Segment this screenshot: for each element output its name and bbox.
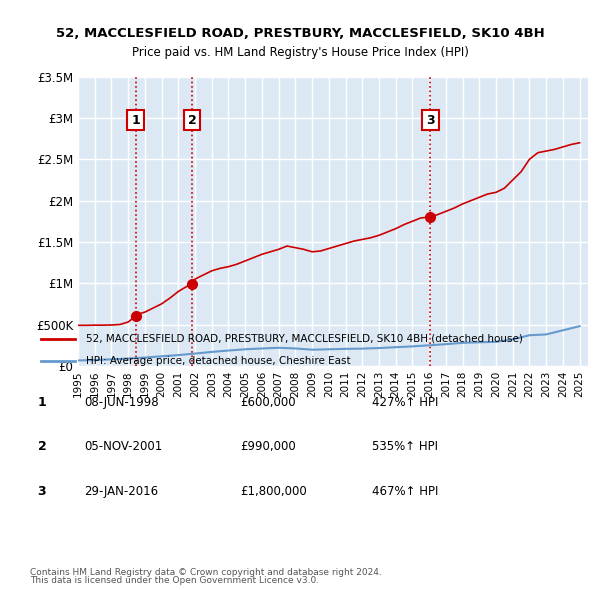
Text: 05-NOV-2001: 05-NOV-2001 <box>84 440 162 454</box>
Text: Contains HM Land Registry data © Crown copyright and database right 2024.: Contains HM Land Registry data © Crown c… <box>30 568 382 577</box>
Text: 52, MACCLESFIELD ROAD, PRESTBURY, MACCLESFIELD, SK10 4BH (detached house): 52, MACCLESFIELD ROAD, PRESTBURY, MACCLE… <box>86 333 523 343</box>
Text: 3: 3 <box>426 113 435 127</box>
Text: Price paid vs. HM Land Registry's House Price Index (HPI): Price paid vs. HM Land Registry's House … <box>131 46 469 59</box>
Text: £990,000: £990,000 <box>240 440 296 454</box>
Text: 427%↑ HPI: 427%↑ HPI <box>372 396 439 409</box>
Text: 52, MACCLESFIELD ROAD, PRESTBURY, MACCLESFIELD, SK10 4BH: 52, MACCLESFIELD ROAD, PRESTBURY, MACCLE… <box>56 27 544 40</box>
Text: 467%↑ HPI: 467%↑ HPI <box>372 484 439 498</box>
Text: 2: 2 <box>38 440 46 454</box>
Text: £600,000: £600,000 <box>240 396 296 409</box>
Text: 29-JAN-2016: 29-JAN-2016 <box>84 484 158 498</box>
Text: 1: 1 <box>131 113 140 127</box>
Text: 08-JUN-1998: 08-JUN-1998 <box>84 396 158 409</box>
Text: 3: 3 <box>38 484 46 498</box>
Text: 2: 2 <box>188 113 197 127</box>
Text: HPI: Average price, detached house, Cheshire East: HPI: Average price, detached house, Ches… <box>86 356 350 366</box>
Text: 1: 1 <box>38 396 46 409</box>
Text: £1,800,000: £1,800,000 <box>240 484 307 498</box>
Text: 535%↑ HPI: 535%↑ HPI <box>372 440 438 454</box>
Text: This data is licensed under the Open Government Licence v3.0.: This data is licensed under the Open Gov… <box>30 576 319 585</box>
